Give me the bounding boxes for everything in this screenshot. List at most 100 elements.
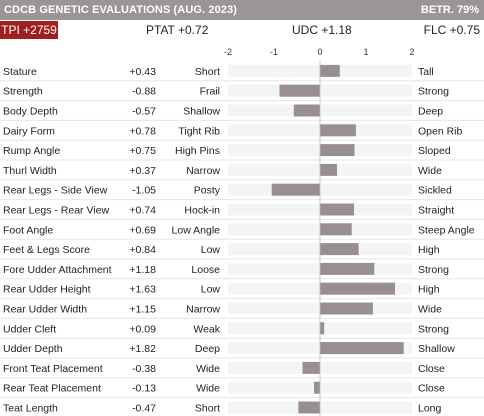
udc-value: UDC +1.18 xyxy=(292,23,352,37)
low-descriptor: Loose xyxy=(191,264,220,276)
tick-label: 1 xyxy=(363,47,368,57)
tpi-badge: TPI +2759 xyxy=(0,21,58,39)
trait-bar xyxy=(320,203,355,216)
trait-value: -1.05 xyxy=(132,185,156,197)
trait-value: +0.74 xyxy=(129,205,156,217)
low-descriptor: Deep xyxy=(195,343,220,355)
trait-name: Rump Angle xyxy=(3,145,60,157)
high-descriptor: Open Rib xyxy=(418,125,463,137)
trait-name: Feet & Legs Score xyxy=(3,244,90,256)
trait-value: +0.84 xyxy=(129,244,156,256)
high-descriptor: Wide xyxy=(418,304,442,316)
trait-value: +1.63 xyxy=(129,284,156,296)
trait-bar xyxy=(320,124,356,137)
high-descriptor: Sloped xyxy=(418,145,451,157)
high-descriptor: Sickled xyxy=(418,185,452,197)
tick-label: -1 xyxy=(270,47,278,57)
trait-bar xyxy=(320,282,395,295)
trait-bar xyxy=(293,104,320,117)
trait-bar xyxy=(320,243,359,256)
trait-name: Rear Udder Height xyxy=(3,284,91,296)
reliability-label: BETR. 79% xyxy=(420,4,479,16)
trait-value: +1.18 xyxy=(129,264,156,276)
trait-name: Teat Length xyxy=(3,403,58,415)
trait-bar xyxy=(320,64,340,77)
low-descriptor: Wide xyxy=(196,383,220,395)
trait-name: Fore Udder Attachment xyxy=(3,264,112,276)
low-descriptor: Weak xyxy=(193,323,220,335)
low-descriptor: Hock-in xyxy=(184,205,220,217)
trait-name: Body Depth xyxy=(3,106,58,118)
trait-bar xyxy=(271,183,320,196)
high-descriptor: Wide xyxy=(418,165,442,177)
tick-label: 2 xyxy=(409,47,414,57)
trait-value: +0.78 xyxy=(129,125,156,137)
trait-bar xyxy=(320,342,404,355)
low-descriptor: Narrow xyxy=(186,165,220,177)
evaluation-header: CDCB GENETIC EVALUATIONS (AUG. 2023) BET… xyxy=(0,0,484,20)
trait-value: -0.38 xyxy=(132,363,156,375)
trait-value: +1.15 xyxy=(129,304,156,316)
summary-row: TPI +2759 PTAT +0.72 UDC +1.18 FLC +0.75 xyxy=(0,20,484,40)
flc-value: FLC +0.75 xyxy=(423,23,480,37)
header-title: CDCB GENETIC EVALUATIONS (AUG. 2023) xyxy=(4,4,237,16)
low-descriptor: Wide xyxy=(196,363,220,375)
low-descriptor: Tight Rib xyxy=(178,125,220,137)
trait-name: Rear Udder Width xyxy=(3,304,87,316)
trait-value: +0.09 xyxy=(129,323,156,335)
high-descriptor: Straight xyxy=(418,205,454,217)
high-descriptor: Shallow xyxy=(418,343,455,355)
low-descriptor: Low xyxy=(201,244,221,256)
high-descriptor: Close xyxy=(418,363,445,375)
trait-bar xyxy=(298,401,320,414)
trait-value: +0.43 xyxy=(129,66,156,78)
trait-name: Udder Depth xyxy=(3,343,63,355)
low-descriptor: Short xyxy=(195,66,220,78)
low-descriptor: Posty xyxy=(194,185,221,197)
trait-name: Rear Legs - Side View xyxy=(3,185,108,197)
high-descriptor: Strong xyxy=(418,264,449,276)
ptat-value: PTAT +0.72 xyxy=(146,23,209,37)
high-descriptor: Steep Angle xyxy=(418,224,475,236)
high-descriptor: Close xyxy=(418,383,445,395)
trait-name: Strength xyxy=(3,86,43,98)
trait-name: Rear Teat Placement xyxy=(3,383,101,395)
low-descriptor: Low Angle xyxy=(172,224,221,236)
tick-label: -2 xyxy=(224,47,232,57)
trait-value: +0.69 xyxy=(129,224,156,236)
trait-name: Udder Cleft xyxy=(3,323,56,335)
high-descriptor: High xyxy=(418,244,440,256)
high-descriptor: Strong xyxy=(418,86,449,98)
low-descriptor: Shallow xyxy=(183,106,220,118)
trait-bar xyxy=(314,381,320,394)
high-descriptor: Deep xyxy=(418,106,443,118)
low-descriptor: Narrow xyxy=(186,304,220,316)
trait-value: -0.47 xyxy=(132,403,156,415)
low-descriptor: Short xyxy=(195,403,220,415)
high-descriptor: High xyxy=(418,284,440,296)
trait-name: Thurl Width xyxy=(3,165,57,177)
high-descriptor: Strong xyxy=(418,323,449,335)
trait-value: +1.82 xyxy=(129,343,156,355)
high-descriptor: Tall xyxy=(418,66,434,78)
trait-value: +0.37 xyxy=(129,165,156,177)
trait-name: Stature xyxy=(3,66,37,78)
trait-bar xyxy=(320,262,375,275)
tick-label: 0 xyxy=(317,47,322,57)
trait-bar xyxy=(320,322,325,335)
trait-value: -0.57 xyxy=(132,106,156,118)
trait-name: Front Teat Placement xyxy=(3,363,103,375)
trait-name: Foot Angle xyxy=(3,224,53,236)
trait-bar xyxy=(320,144,355,157)
trait-value: -0.13 xyxy=(132,383,156,395)
trait-bar xyxy=(320,302,373,315)
trait-bar xyxy=(320,223,352,236)
low-descriptor: Low xyxy=(201,284,221,296)
high-descriptor: Long xyxy=(418,403,442,415)
trait-bar xyxy=(279,84,320,97)
trait-bar xyxy=(302,361,320,374)
trait-value: -0.88 xyxy=(132,86,156,98)
trait-value: +0.75 xyxy=(129,145,156,157)
trait-name: Dairy Form xyxy=(3,125,55,137)
